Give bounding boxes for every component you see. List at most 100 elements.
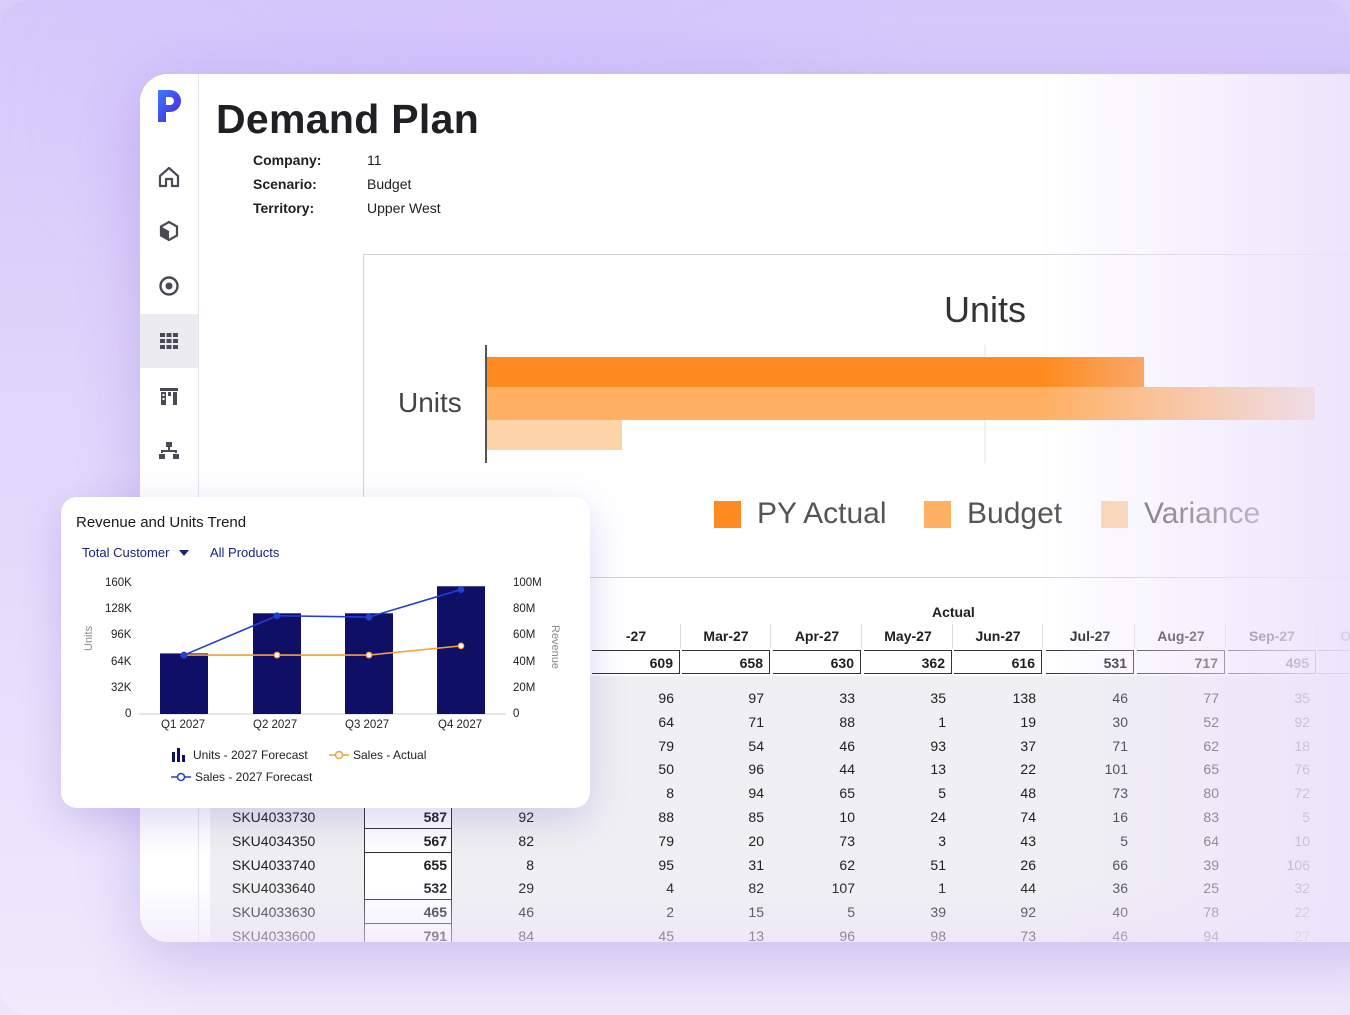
units-forecast-bar[interactable] xyxy=(437,586,485,714)
table-cell[interactable]: 80 xyxy=(1203,785,1219,802)
legend-variance[interactable]: Variance xyxy=(1101,497,1260,531)
bar-budget[interactable] xyxy=(487,387,1315,420)
table-cell[interactable]: 32 xyxy=(1294,880,1310,897)
table-cell[interactable]: 24 xyxy=(930,809,946,825)
total-cell[interactable]: 616 xyxy=(954,650,1042,674)
table-cell[interactable]: 35 xyxy=(930,690,946,706)
table-cell[interactable]: 13 xyxy=(748,928,764,942)
table-cell[interactable]: 97 xyxy=(748,690,764,706)
table-cell[interactable]: 83 xyxy=(1203,809,1219,825)
table-cell[interactable]: 79 xyxy=(658,832,674,849)
table-cell[interactable]: 54 xyxy=(748,737,764,754)
table-cell[interactable]: 22 xyxy=(1294,904,1310,921)
table-cell[interactable]: 84 xyxy=(518,928,534,942)
table-cell[interactable]: 30 xyxy=(1112,713,1128,730)
table-cell[interactable]: 33 xyxy=(839,690,855,706)
sidebar-item-hierarchy[interactable] xyxy=(140,424,198,478)
table-cell[interactable]: 36 xyxy=(1112,880,1128,897)
table-cell[interactable]: 62 xyxy=(1203,737,1219,754)
table-cell[interactable]: 10 xyxy=(839,809,855,825)
table-cell[interactable]: 46 xyxy=(839,737,855,754)
table-cell[interactable]: 88 xyxy=(839,713,855,730)
table-cell[interactable]: 44 xyxy=(1020,880,1036,897)
table-cell[interactable]: 5 xyxy=(938,785,946,802)
table-cell[interactable]: 31 xyxy=(748,856,764,873)
table-cell[interactable]: 73 xyxy=(839,832,855,849)
sku-total-cell[interactable]: 791 xyxy=(364,924,452,942)
total-cell[interactable]: 658 xyxy=(682,650,770,674)
table-cell[interactable]: 29 xyxy=(518,880,534,897)
table-cell[interactable]: 78 xyxy=(1203,904,1219,921)
table-cell[interactable]: 71 xyxy=(1112,737,1128,754)
table-cell[interactable]: 44 xyxy=(839,761,855,778)
table-cell[interactable]: 5 xyxy=(847,904,855,921)
units-forecast-bar[interactable] xyxy=(253,613,301,714)
sales-actual-point[interactable] xyxy=(365,651,373,659)
table-cell[interactable]: 66 xyxy=(1112,856,1128,873)
table-cell[interactable]: 27 xyxy=(1294,928,1310,942)
table-cell[interactable]: 76 xyxy=(1294,761,1310,778)
table-cell[interactable]: 64 xyxy=(1203,832,1219,849)
table-cell[interactable]: 98 xyxy=(930,928,946,942)
sidebar-item-targets[interactable] xyxy=(140,259,198,313)
table-cell[interactable]: 88 xyxy=(658,809,674,825)
table-cell[interactable]: 101 xyxy=(1104,761,1128,778)
table-cell[interactable]: 82 xyxy=(748,880,764,897)
table-cell[interactable]: 79 xyxy=(658,737,674,754)
sku-total-cell[interactable]: 465 xyxy=(364,900,452,925)
table-cell[interactable]: 7 xyxy=(1318,686,1350,710)
table-cell[interactable]: 64 xyxy=(658,713,674,730)
sidebar-item-products[interactable] xyxy=(140,204,198,258)
table-cell[interactable]: 94 xyxy=(1203,928,1219,942)
table-cell[interactable]: 40 xyxy=(1112,904,1128,921)
total-cell[interactable]: 495 xyxy=(1228,650,1316,674)
table-cell[interactable]: 106 xyxy=(1286,856,1310,873)
table-cell[interactable]: 73 xyxy=(1020,928,1036,942)
table-cell[interactable]: 3 xyxy=(938,832,946,849)
table-cell[interactable]: 35 xyxy=(1294,690,1310,706)
legend-budget[interactable]: Budget xyxy=(924,497,1062,531)
legend-py-actual[interactable]: PY Actual xyxy=(714,497,887,531)
table-cell[interactable]: 52 xyxy=(1203,713,1219,730)
column-header[interactable]: -27 xyxy=(592,624,681,648)
table-cell[interactable]: 51 xyxy=(930,856,946,873)
units-forecast-bar[interactable] xyxy=(160,653,208,714)
table-cell[interactable]: 5 xyxy=(1302,809,1310,825)
sales-forecast-point[interactable] xyxy=(180,651,188,659)
table-cell[interactable]: 93 xyxy=(930,737,946,754)
table-cell[interactable]: 96 xyxy=(658,690,674,706)
bar-py-actual[interactable] xyxy=(487,357,1144,387)
total-cell[interactable]: 62 xyxy=(1318,650,1350,674)
table-cell[interactable]: 48 xyxy=(1020,785,1036,802)
table-cell[interactable]: 95 xyxy=(658,856,674,873)
table-cell[interactable]: 26 xyxy=(1020,856,1036,873)
table-cell[interactable]: 18 xyxy=(1294,737,1310,754)
table-cell[interactable]: 82 xyxy=(518,832,534,849)
table-cell[interactable]: 62 xyxy=(839,856,855,873)
column-header[interactable]: Apr-27 xyxy=(773,624,862,648)
app-logo-icon[interactable] xyxy=(154,88,186,124)
table-cell[interactable]: 92 xyxy=(1020,904,1036,921)
customer-filter-dropdown[interactable]: Total Customer xyxy=(82,545,190,560)
legend-sales-forecast[interactable]: Sales - 2027 Forecast xyxy=(171,770,312,784)
table-cell[interactable]: 85 xyxy=(748,809,764,825)
table-cell[interactable]: 72 xyxy=(1294,785,1310,802)
products-filter[interactable]: All Products xyxy=(210,545,280,560)
table-cell[interactable]: 77 xyxy=(1203,690,1219,706)
table-cell[interactable]: 96 xyxy=(839,928,855,942)
column-header[interactable]: Oct-27 xyxy=(1318,624,1350,648)
column-header[interactable]: May-27 xyxy=(864,624,953,648)
table-cell[interactable]: 37 xyxy=(1020,737,1036,754)
sales-actual-point[interactable] xyxy=(273,651,281,659)
sku-total-cell[interactable]: 567 xyxy=(364,828,452,853)
table-cell[interactable]: 96 xyxy=(748,761,764,778)
table-cell[interactable]: 92 xyxy=(1294,713,1310,730)
column-header[interactable]: Aug-27 xyxy=(1137,624,1226,648)
table-cell[interactable]: 15 xyxy=(748,904,764,921)
table-cell[interactable]: 46 xyxy=(1112,690,1128,706)
table-cell[interactable]: 1 xyxy=(938,880,946,897)
table-cell[interactable]: 22 xyxy=(1020,761,1036,778)
sales-forecast-point[interactable] xyxy=(457,586,465,593)
table-cell[interactable]: 5 xyxy=(1120,832,1128,849)
table-cell[interactable]: 8 xyxy=(526,856,534,873)
